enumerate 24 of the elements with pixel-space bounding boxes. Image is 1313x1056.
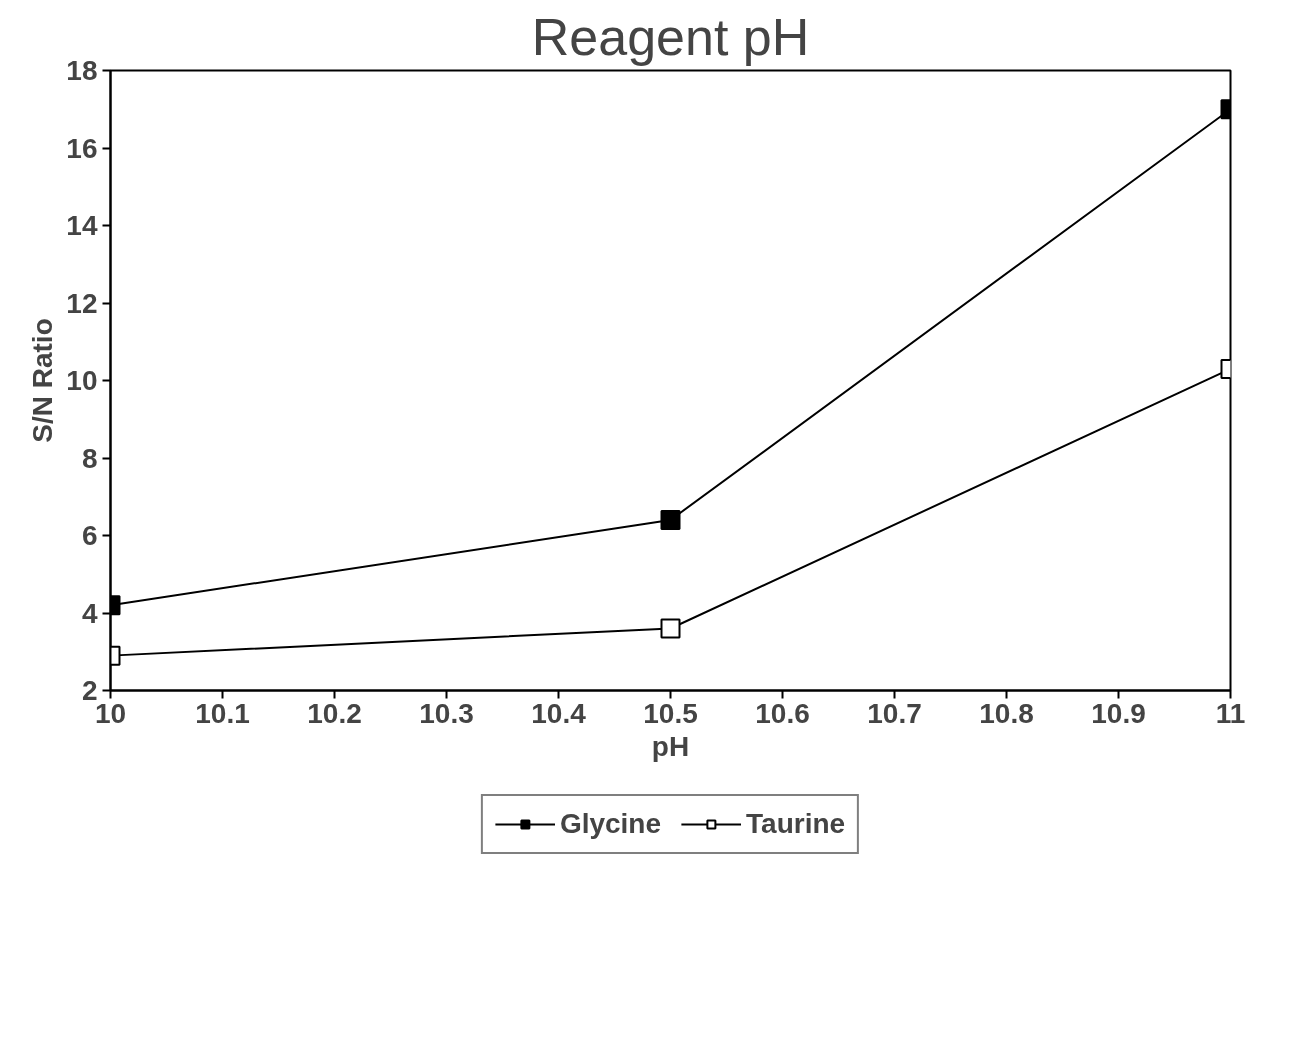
y-tick-label: 4 <box>81 597 98 629</box>
x-tick-label: 10.1 <box>195 697 250 729</box>
y-tick-label: 18 <box>66 55 98 86</box>
x-tick-label: 10.8 <box>979 697 1034 729</box>
legend-label: Glycine <box>559 808 662 840</box>
x-tick-label: 10.3 <box>419 697 474 729</box>
x-tick-label: 10.4 <box>531 697 587 729</box>
legend-label: Taurine <box>746 808 846 840</box>
x-tick-label: 10.7 <box>867 697 922 729</box>
chart-title: Reagent pH <box>531 7 810 66</box>
y-tick-label: 6 <box>81 520 98 551</box>
y-axis-title: S/N Ratio <box>27 318 59 443</box>
y-tick-label: 12 <box>66 287 98 319</box>
x-tick-label: 10.2 <box>307 697 362 729</box>
y-tick-label: 2 <box>81 675 98 706</box>
x-tick-label: 10.6 <box>755 697 810 729</box>
y-tick-label: 16 <box>66 132 98 164</box>
y-tick-label: 8 <box>81 442 98 474</box>
x-tick-label: 10.9 <box>1091 697 1146 729</box>
y-tick-label: 14 <box>66 210 98 241</box>
y-tick-label: 10 <box>66 365 98 396</box>
x-axis-title: pH <box>651 730 690 762</box>
x-tick-label: 10.5 <box>643 697 698 729</box>
x-tick-label: 11 <box>1215 697 1246 729</box>
